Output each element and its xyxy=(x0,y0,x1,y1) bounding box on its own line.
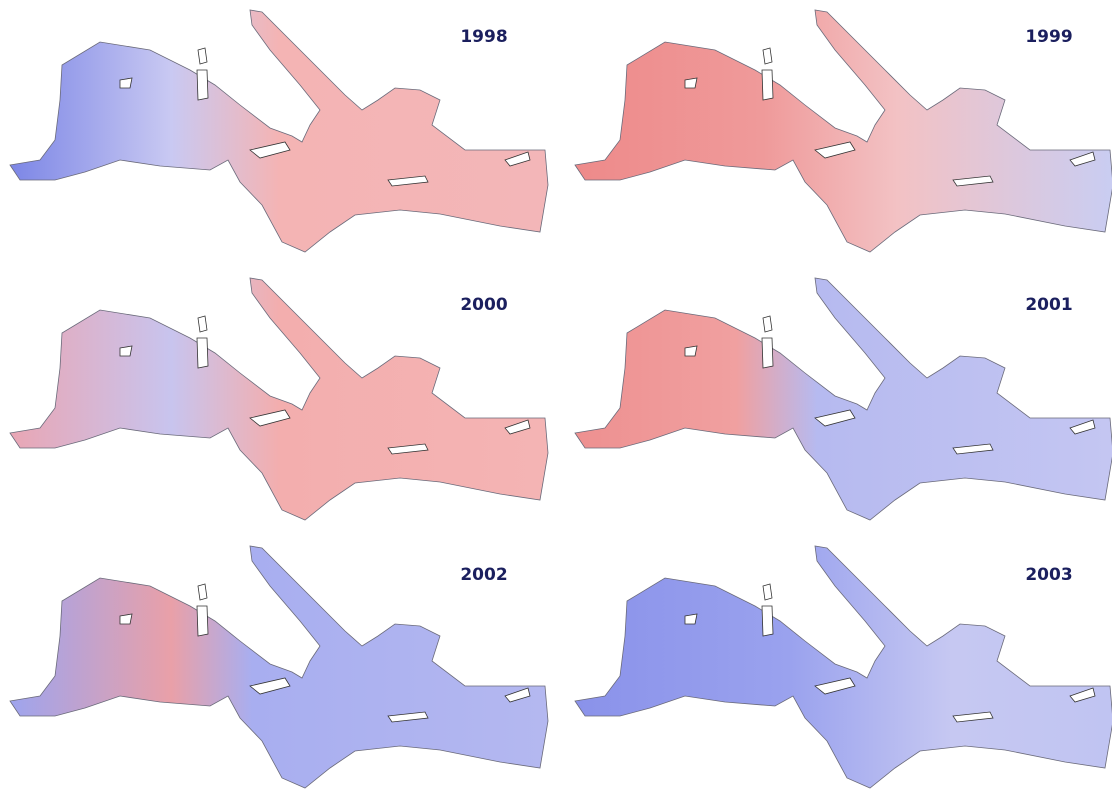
map-panel: 1999 xyxy=(575,10,1112,252)
year-label: 2000 xyxy=(460,295,507,315)
map-panel: 1998 xyxy=(10,10,548,252)
map-grid: 1998 1999 2000 2001 2002 2003 xyxy=(0,0,1112,800)
year-label: 1998 xyxy=(460,27,507,47)
map-panel: 2003 xyxy=(575,546,1112,788)
year-label: 2001 xyxy=(1025,295,1072,315)
map-panel: 2002 xyxy=(10,546,548,788)
year-label: 1999 xyxy=(1025,27,1072,47)
year-label: 2003 xyxy=(1025,565,1072,585)
year-label: 2002 xyxy=(460,565,507,585)
map-panel: 2000 xyxy=(10,278,548,520)
map-panel: 2001 xyxy=(575,278,1112,520)
